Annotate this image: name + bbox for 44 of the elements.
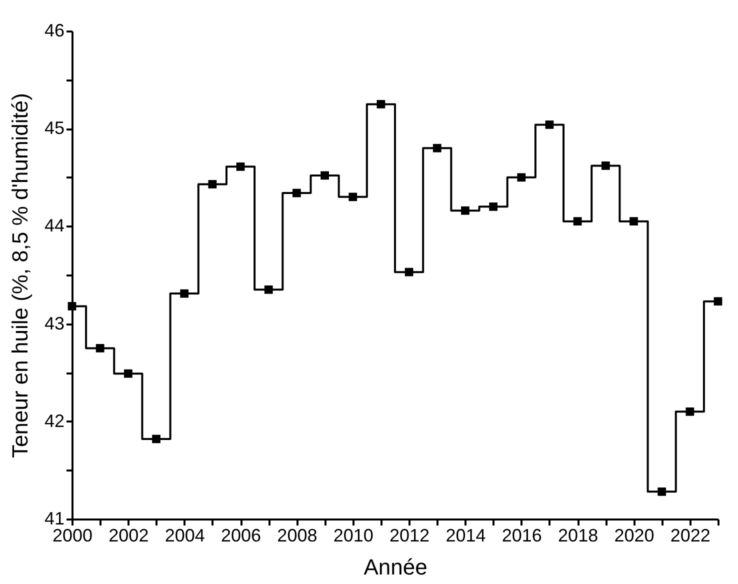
point [404, 268, 414, 276]
point [68, 302, 76, 310]
point [348, 192, 358, 202]
point [630, 217, 638, 226]
x-tick-label: 2002 [108, 526, 149, 546]
x-tick-label: 2020 [614, 526, 654, 546]
point [686, 407, 694, 416]
point [124, 369, 132, 378]
y-tick-label: 42 [44, 410, 64, 431]
y-tick-label: 41 [44, 508, 64, 528]
x-tick-label: 2008 [277, 526, 318, 546]
point [152, 434, 160, 444]
x-tick-label: 2022 [670, 526, 710, 546]
point [714, 297, 722, 306]
y-tick-label: 45 [44, 118, 64, 138]
point [264, 285, 273, 294]
x-tick-label: 2006 [221, 526, 262, 546]
point [236, 162, 245, 171]
x-tick-label: 2018 [558, 526, 598, 546]
point [489, 202, 498, 211]
x-tick-label: 2016 [502, 526, 542, 546]
y-axis-title: Teneur en huile (%, 8,5 % d'humidité) [7, 93, 32, 458]
x-tick-label: 2014 [446, 526, 486, 546]
point [208, 180, 217, 188]
x-tick-label: 2012 [390, 526, 430, 546]
x-tick-label: 2010 [333, 526, 374, 546]
point [517, 173, 526, 182]
x-tick-label: 2000 [52, 526, 93, 546]
y-tick-label: 46 [44, 20, 64, 40]
point [601, 162, 610, 170]
point [320, 171, 329, 180]
x-axis-title: Année [364, 554, 428, 580]
point [432, 144, 442, 152]
x-tick-label: 2004 [164, 526, 205, 546]
point [292, 188, 301, 198]
point [545, 120, 554, 129]
point [573, 217, 582, 226]
y-tick-label: 43 [44, 313, 64, 334]
point [96, 344, 104, 352]
point [658, 487, 666, 496]
point [180, 289, 189, 298]
point [461, 206, 470, 215]
y-tick-label: 44 [44, 216, 64, 236]
point [376, 100, 386, 108]
